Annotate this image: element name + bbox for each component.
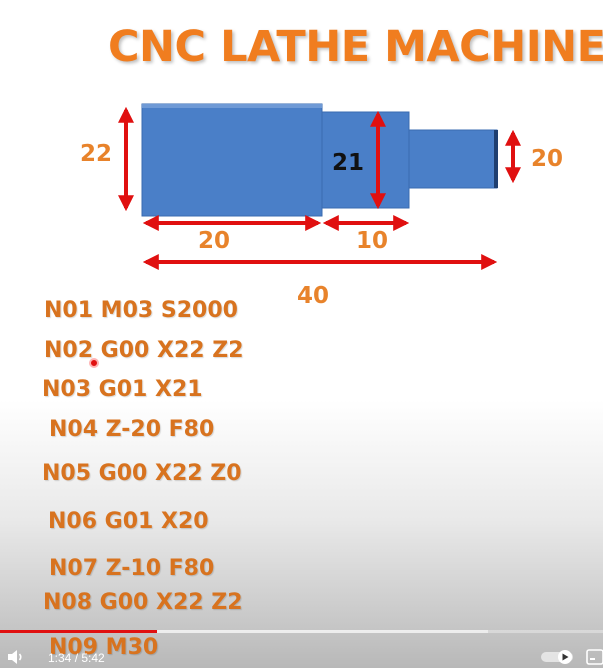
workpiece-shape <box>141 103 498 217</box>
mouse-cursor-indicator <box>89 358 99 368</box>
program-line: N01 M03 S2000 <box>44 298 238 323</box>
time-display: 1:34 / 5:42 <box>48 651 105 665</box>
program-line: N08 G00 X22 Z2 <box>43 590 243 615</box>
program-line: N09 M30 <box>49 635 159 660</box>
page-title: CNC LATHE MACHINE <box>108 22 603 72</box>
program-line: N06 G01 X20 <box>48 509 209 534</box>
program-line: N04 Z-20 F80 <box>49 417 215 442</box>
dim-label-20-length: 20 <box>198 228 231 254</box>
program-line: N03 G01 X21 <box>42 377 203 402</box>
dim-label-20-height: 20 <box>531 146 564 172</box>
dim-label-40-length: 40 <box>297 283 330 309</box>
subtitles-icon[interactable] <box>586 648 603 666</box>
program-line: N02 G00 X22 Z2 <box>44 338 244 363</box>
player-controls: 1:34 / 5:42 <box>0 640 603 668</box>
program-line: N07 Z-10 F80 <box>49 556 215 581</box>
dim-label-22: 22 <box>80 141 113 167</box>
volume-icon[interactable] <box>7 649 25 665</box>
progress-played <box>0 630 157 633</box>
dim-label-21: 21 <box>332 150 365 176</box>
video-progress-bar[interactable] <box>0 630 603 633</box>
program-line: N05 G00 X22 Z0 <box>42 461 242 486</box>
dim-label-10-length: 10 <box>356 228 389 254</box>
autoplay-toggle-icon[interactable] <box>540 649 576 665</box>
progress-buffered <box>0 630 488 633</box>
